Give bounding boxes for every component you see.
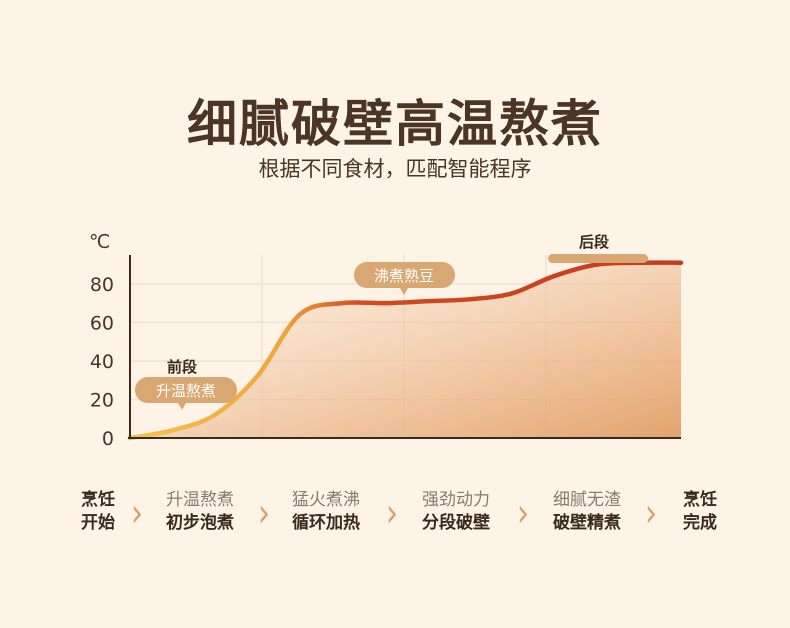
y-tick-label: 20 bbox=[90, 389, 114, 411]
step-boil-line2: 循环加热 bbox=[292, 513, 360, 533]
step-heat-line2: 初步泡煮 bbox=[166, 513, 234, 533]
step-start-line1: 烹饪 bbox=[81, 490, 115, 510]
annotation-front-heading: 前段 bbox=[167, 358, 197, 376]
annotation-boil-tag: 沸煮熟豆 bbox=[354, 262, 455, 295]
chevron-right-icon: › bbox=[131, 490, 143, 537]
process-steps: 烹饪 开始 › 升温熬煮 初步泡煮 › 猛火煮沸 循环加热 › 强劲动力 分段破… bbox=[0, 489, 790, 549]
step-finish: 烹饪 完成 bbox=[672, 489, 728, 535]
step-heat: 升温熬煮 初步泡煮 bbox=[155, 489, 245, 535]
step-fine-line2: 破壁精煮 bbox=[553, 513, 621, 533]
chevron-right-icon: › bbox=[645, 490, 657, 537]
y-tick-label: 80 bbox=[90, 274, 114, 296]
page-subtitle: 根据不同食材，匹配智能程序 bbox=[258, 157, 532, 181]
step-break: 强劲动力 分段破壁 bbox=[411, 489, 501, 535]
annotation-boil-tag-text: 沸煮熟豆 bbox=[374, 267, 434, 285]
step-finish-line1: 烹饪 bbox=[683, 490, 717, 510]
chevron-right-icon: › bbox=[258, 490, 270, 537]
chevron-right-icon: › bbox=[386, 490, 398, 537]
step-boil: 猛火煮沸 循环加热 bbox=[281, 489, 371, 535]
temperature-chart: ℃ 0 20 40 60 80 前段 升温熬煮 沸煮熟豆 后段 bbox=[89, 231, 684, 450]
y-tick-label: 40 bbox=[90, 351, 114, 373]
annotation-back-heading: 后段 bbox=[579, 233, 609, 251]
step-fine-line1: 细腻无渣 bbox=[553, 490, 621, 510]
chevron-right-icon: › bbox=[517, 490, 529, 537]
y-tick-label: 60 bbox=[90, 312, 114, 334]
annotation-back-bar bbox=[548, 254, 648, 263]
page-title: 细腻破壁高温熬煮 bbox=[187, 95, 603, 153]
y-tick-label: 0 bbox=[102, 428, 114, 450]
y-axis-unit: ℃ bbox=[89, 231, 110, 253]
step-fine: 细腻无渣 破壁精煮 bbox=[542, 489, 632, 535]
annotation-front-tag-text: 升温熬煮 bbox=[156, 382, 216, 400]
temperature-curve bbox=[127, 260, 684, 441]
area-fill bbox=[130, 262, 681, 438]
step-start-line2: 开始 bbox=[81, 513, 115, 533]
step-heat-line1: 升温熬煮 bbox=[166, 490, 234, 510]
step-start: 烹饪 开始 bbox=[70, 489, 126, 535]
step-boil-line1: 猛火煮沸 bbox=[292, 490, 360, 510]
step-break-line2: 分段破壁 bbox=[422, 513, 490, 533]
step-break-line1: 强劲动力 bbox=[422, 490, 490, 510]
step-finish-line2: 完成 bbox=[683, 513, 717, 533]
annotation-front-tag: 升温熬煮 bbox=[135, 377, 237, 410]
